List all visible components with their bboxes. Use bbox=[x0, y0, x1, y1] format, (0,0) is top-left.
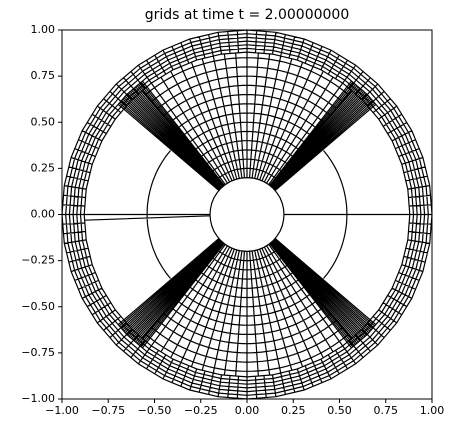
x-tick-label: 0.25 bbox=[281, 404, 306, 417]
x-tick-label: −0.75 bbox=[91, 404, 125, 417]
x-tick-label: 0.00 bbox=[235, 404, 260, 417]
chart-title: grids at time t = 2.00000000 bbox=[145, 7, 350, 23]
y-tick-label: 0.25 bbox=[31, 161, 56, 174]
x-tick-label: 1.00 bbox=[420, 404, 445, 417]
grid-lines bbox=[61, 29, 433, 400]
x-tick-label: −0.50 bbox=[138, 404, 172, 417]
y-tick-label: −0.25 bbox=[21, 254, 55, 267]
y-tick-label: 1.00 bbox=[31, 23, 56, 36]
y-tick-label: 0.50 bbox=[31, 115, 56, 128]
y-tick-label: −1.00 bbox=[21, 392, 55, 405]
x-tick-label: 0.75 bbox=[374, 404, 399, 417]
x-tick-label: 0.50 bbox=[327, 404, 352, 417]
y-tick-label: −0.50 bbox=[21, 300, 55, 313]
y-tick-label: −0.75 bbox=[21, 346, 55, 359]
y-tick-label: 0.00 bbox=[31, 208, 56, 221]
x-tick-label: −0.25 bbox=[184, 404, 218, 417]
y-tick-label: 0.75 bbox=[31, 69, 56, 82]
x-tick-label: −1.00 bbox=[45, 404, 79, 417]
grid-mesh bbox=[61, 29, 433, 400]
